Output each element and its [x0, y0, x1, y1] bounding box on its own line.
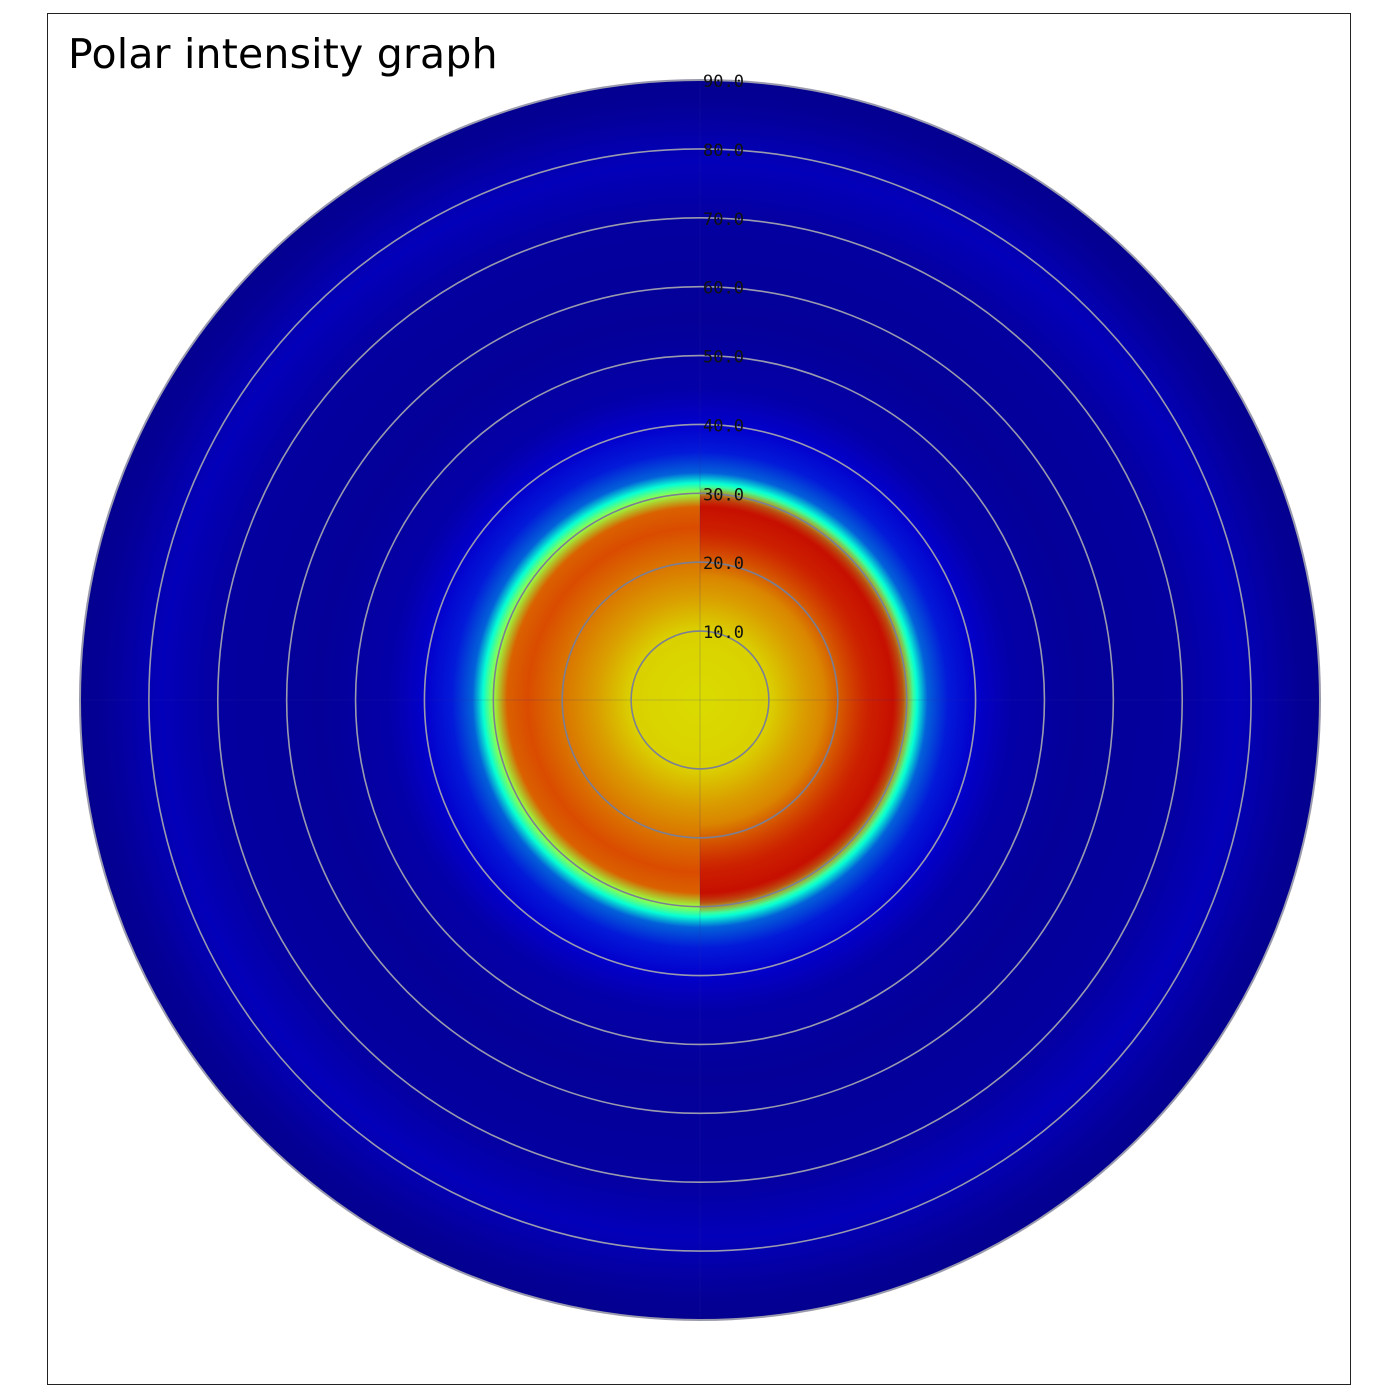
intensity-heatmap [80, 80, 1320, 1320]
radial-tick-label-40: 40.0 [703, 416, 744, 436]
chart-title: Polar intensity graph [68, 30, 498, 78]
radial-grid [79, 79, 1321, 1321]
grid-circle-50 [354, 354, 1046, 1046]
grid-circle-90 [79, 79, 1321, 1321]
grid-circle-60 [285, 285, 1115, 1115]
grid-circle-10 [630, 630, 770, 770]
radial-tick-label-60: 60.0 [703, 279, 744, 299]
grid-circle-20 [561, 561, 839, 839]
grid-circle-80 [148, 148, 1252, 1252]
radial-tick-label-30: 30.0 [703, 485, 744, 505]
radial-tick-label-10: 10.0 [703, 623, 744, 643]
radial-tick-labels: 10.0 20.0 30.0 40.0 50.0 60.0 70.0 80.0 90.0 [703, 72, 744, 643]
intensity-hotspot [700, 80, 1320, 1320]
grid-circle-30 [492, 492, 908, 908]
grid-circle-40 [423, 423, 977, 977]
radial-tick-label-50: 50.0 [703, 348, 744, 368]
grid-circle-70 [216, 216, 1184, 1184]
radial-tick-label-20: 20.0 [703, 554, 744, 574]
radial-tick-label-90: 90.0 [703, 72, 744, 92]
radial-tick-label-70: 70.0 [703, 210, 744, 230]
radial-tick-label-80: 80.0 [703, 141, 744, 161]
